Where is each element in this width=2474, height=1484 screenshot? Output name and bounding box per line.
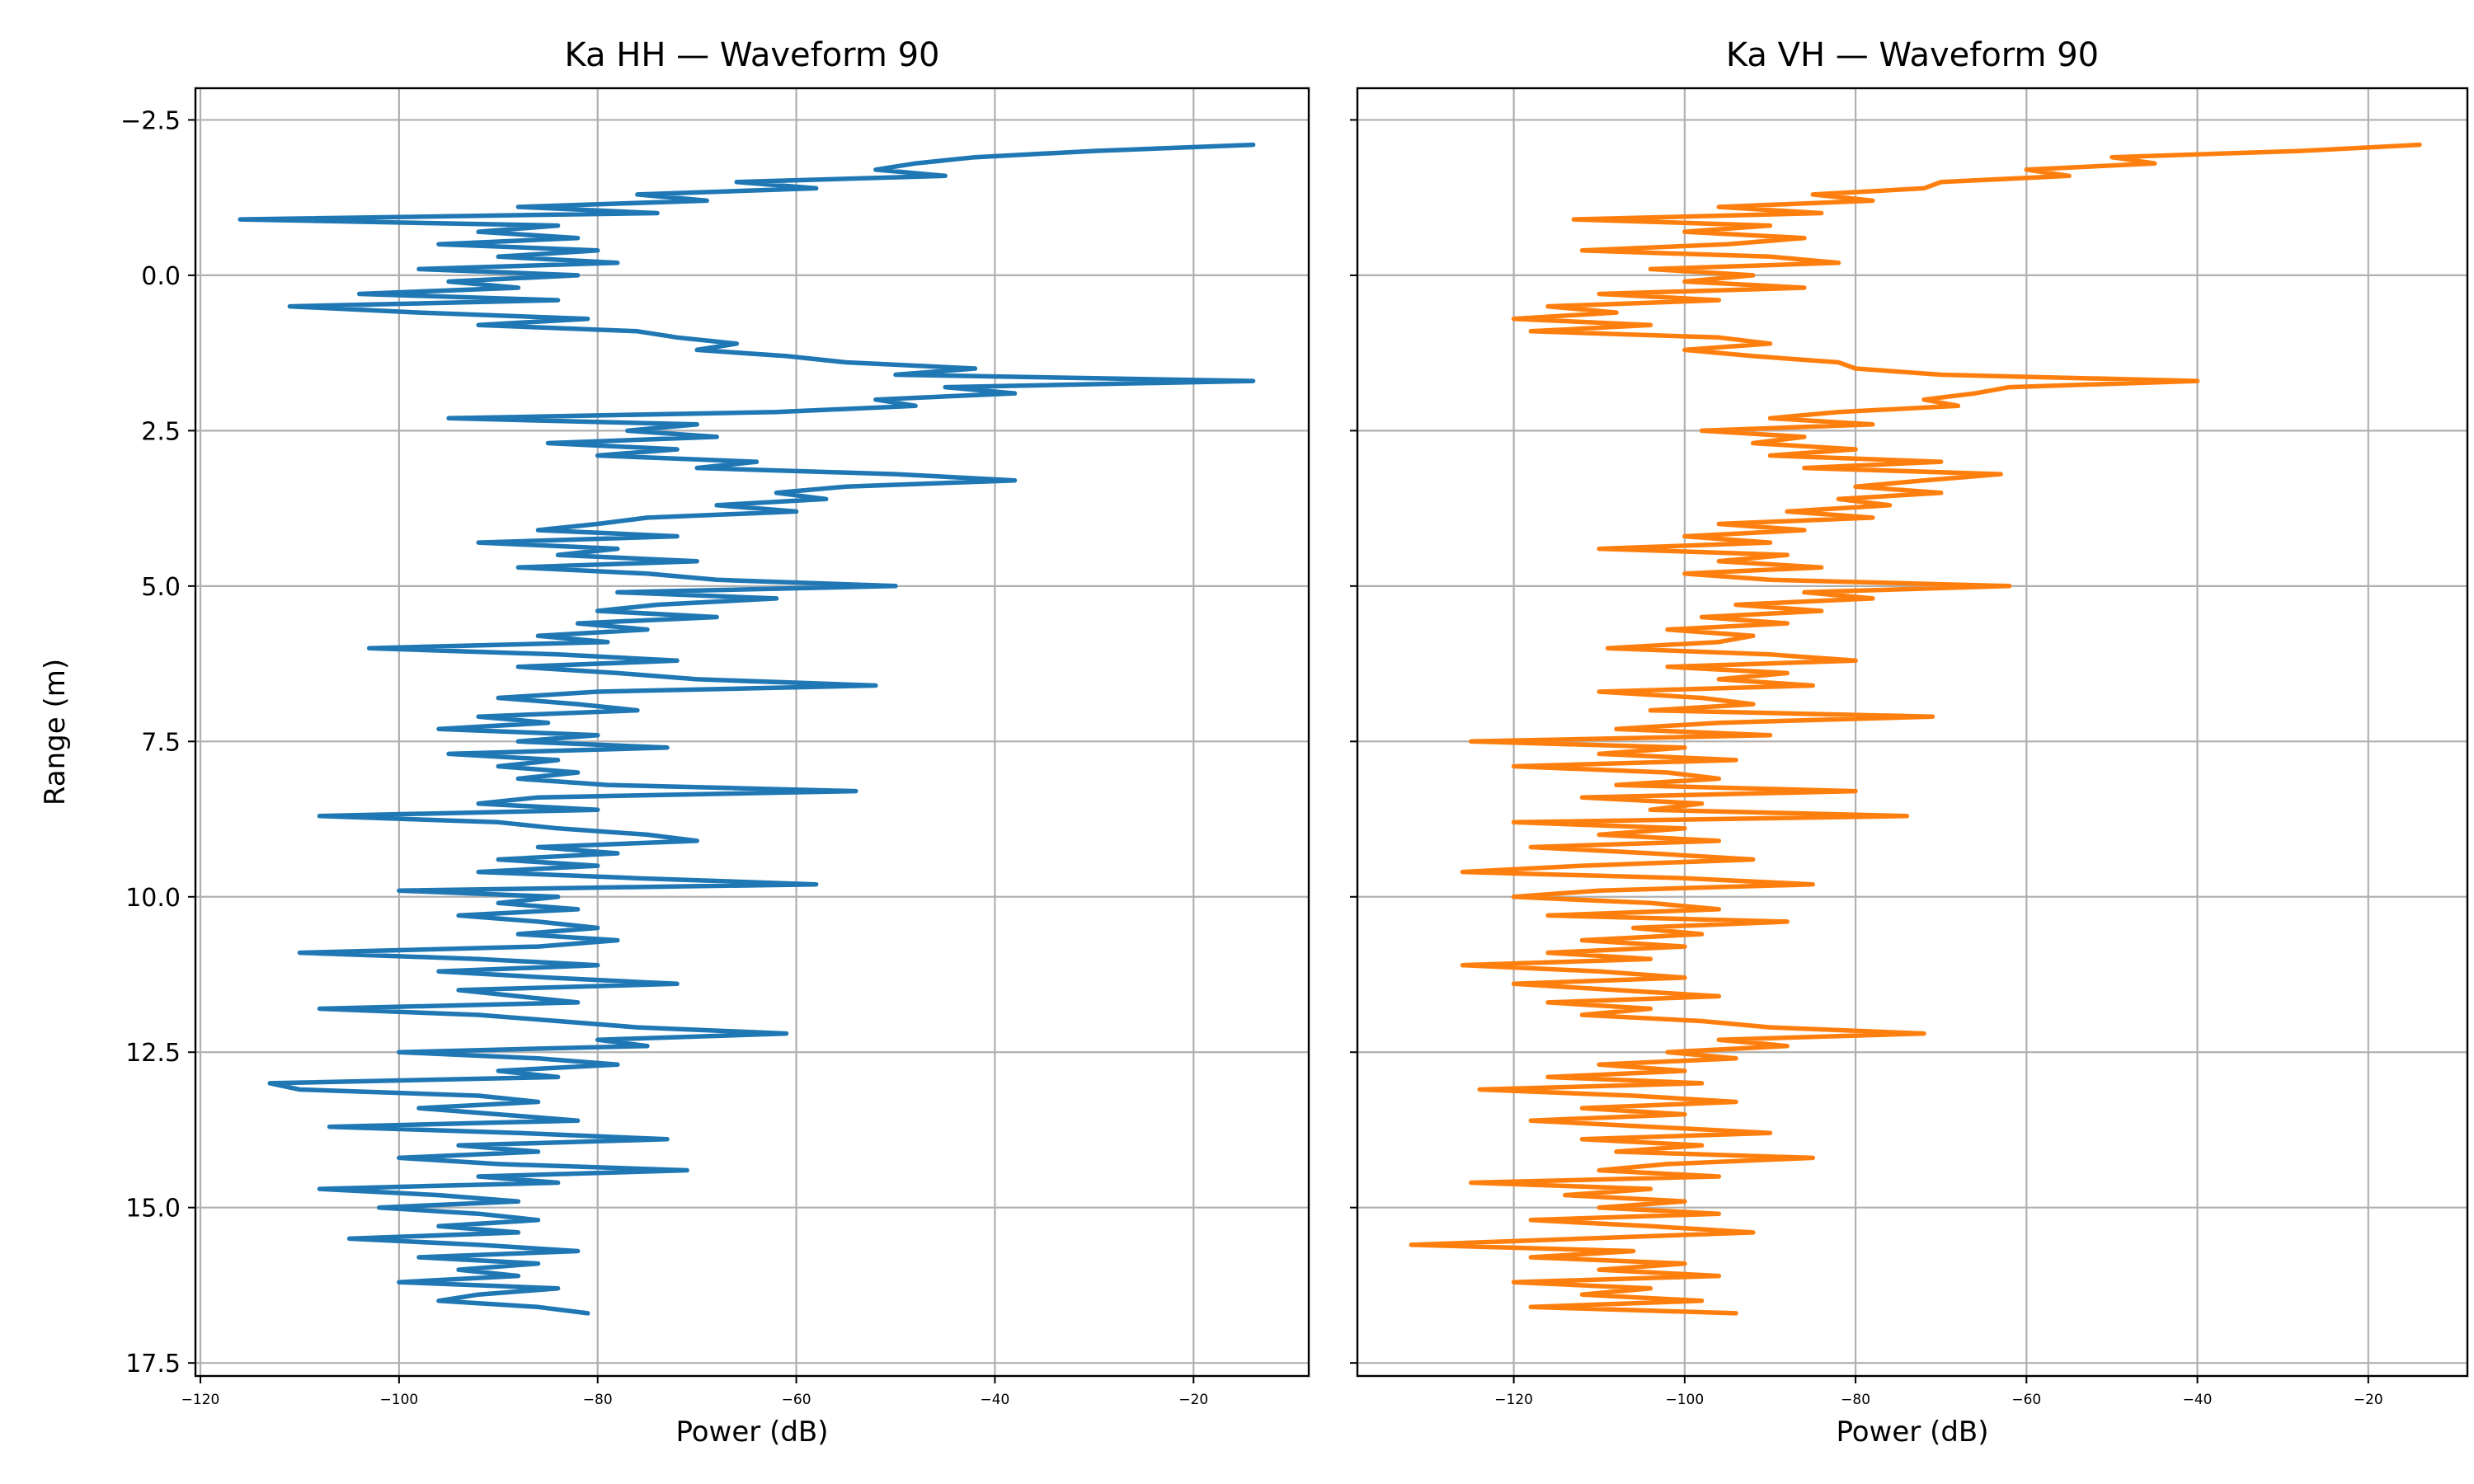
vh-xtick-label: −80	[1841, 1392, 1870, 1408]
hh-title: Ka HH — Waveform 90	[565, 36, 940, 74]
hh-ytick-label: 12.5	[125, 1039, 181, 1068]
vh-xtick-label: −40	[2183, 1392, 2213, 1408]
vh-xlabel: Power (dB)	[1836, 1416, 1988, 1449]
vh-series-line	[1409, 142, 2422, 1316]
hh-grid	[195, 88, 1309, 1376]
vh-xtick-label: −120	[1494, 1392, 1533, 1408]
hh-ylabel: Range (m)	[39, 659, 72, 805]
vh-axes-frame	[1356, 87, 2469, 1378]
hh-ticks: −120 −100 −80 −60 −40 −20 −2.5 0.0 2.5 5.0 7.5 10.0…	[120, 106, 1208, 1408]
hh-xtick-label: −120	[181, 1392, 220, 1408]
hh-series-line	[238, 142, 1256, 1316]
hh-xtick-label: −40	[981, 1392, 1010, 1408]
hh-xtick-label: −80	[583, 1392, 613, 1408]
hh-xlabel: Power (dB)	[675, 1416, 828, 1449]
hh-ytick-label: 15.0	[125, 1195, 181, 1223]
hh-ytick-label: 17.5	[125, 1350, 181, 1378]
hh-xtick-label: −100	[380, 1392, 419, 1408]
vh-title: Ka VH — Waveform 90	[1726, 36, 2099, 74]
hh-ytick-label: 5.0	[141, 573, 181, 602]
vh-subplot: Ka VH — Waveform 90 Power (dB) −120 −100−…	[1350, 36, 2469, 1449]
vh-xtick-label: −100	[1666, 1392, 1705, 1408]
vh-ticks: −120 −100 −80 −60 −40 −20	[1350, 119, 2383, 1408]
hh-ytick-label: 0.0	[141, 262, 181, 291]
hh-subplot: Ka HH — Waveform 90 Power (dB) Range (m)…	[39, 36, 1310, 1449]
hh-xtick-label: −60	[782, 1392, 811, 1408]
hh-ytick-label: 10.0	[125, 884, 181, 913]
hh-ytick-label: −2.5	[120, 106, 181, 135]
hh-ytick-label: 7.5	[141, 728, 181, 757]
hh-axes-frame	[194, 87, 1310, 1378]
vh-xtick-label: −60	[2011, 1392, 2041, 1408]
hh-ytick-label: 2.5	[141, 417, 181, 446]
vh-xtick-label: −20	[2354, 1392, 2383, 1408]
hh-xtick-label: −20	[1178, 1392, 1208, 1408]
